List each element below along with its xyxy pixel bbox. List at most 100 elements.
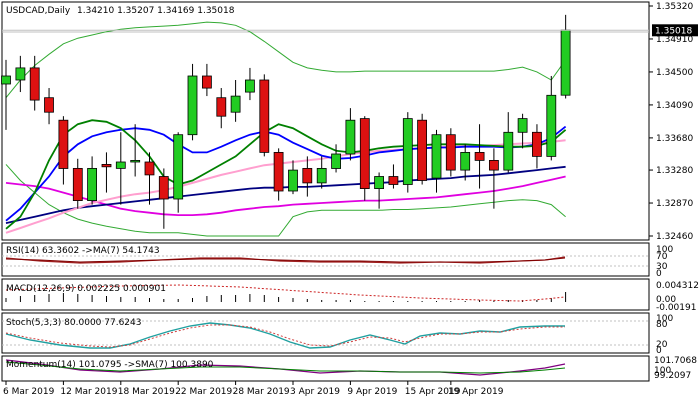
moving-average-line — [5, 119, 567, 230]
macd-bar — [34, 295, 36, 302]
moving-average-line — [5, 165, 566, 224]
candle-body — [359, 118, 370, 189]
macd-bar — [450, 301, 452, 302]
candle — [1, 59, 11, 130]
momentum-tick-max: 101.7068 — [654, 356, 697, 366]
candle — [460, 144, 471, 181]
momentum-panel[interactable]: Momentum(14) 101.0795 ->SMA(7) 100.3890 … — [1, 355, 697, 382]
macd-bar — [507, 300, 509, 302]
rsi-ma-line — [5, 257, 566, 263]
macd-bar — [120, 297, 122, 302]
candle-body — [474, 151, 485, 161]
macd-bar — [321, 300, 323, 302]
price-tick-label: 1.34090 — [656, 101, 693, 111]
macd-bar — [249, 294, 251, 302]
macd-bar — [106, 296, 107, 302]
macd-bar — [77, 294, 79, 302]
candle — [417, 113, 428, 185]
date-label: 12 Mar 2019 — [60, 387, 117, 397]
candle — [259, 74, 270, 157]
candle-body — [402, 118, 413, 185]
candle-body — [44, 97, 54, 113]
candle — [15, 55, 26, 93]
candle — [402, 112, 413, 193]
macd-bar — [91, 295, 93, 302]
candle-body — [58, 119, 69, 169]
candle — [546, 75, 557, 161]
momentum-tick-min: 99.2097 — [654, 371, 691, 381]
current-price-label: 1.35018 — [655, 26, 692, 36]
stoch-label: Stoch(5,3,3) 80.0000 77.6243 — [6, 318, 141, 328]
candle-body — [273, 151, 284, 192]
candle-body — [15, 67, 26, 81]
macd-bar — [550, 298, 552, 302]
macd-bar — [149, 298, 150, 302]
macd-bar — [62, 293, 64, 302]
stoch-panel[interactable]: Stoch(5,3,3) 80.0000 77.6243 100 80 20 0 — [1, 312, 673, 356]
price-panel[interactable]: USDCAD,Daily 1.34210 1.35207 1.34169 1.3… — [1, 1, 699, 242]
candle — [101, 152, 112, 193]
candle-body — [517, 118, 528, 133]
candle — [187, 63, 198, 141]
date-axis: 6 Mar 2019 12 Mar 2019 18 Mar 2019 22 Mar 2… — [3, 381, 504, 397]
macd-bar — [464, 301, 466, 302]
macd-bar — [5, 298, 7, 302]
rsi-tick-30: 30 — [656, 262, 668, 272]
macd-bar — [235, 295, 237, 302]
candle-body — [331, 153, 342, 169]
candle — [431, 129, 442, 193]
candle-body — [316, 167, 327, 184]
candle-body — [216, 97, 227, 117]
candle-body — [1, 75, 11, 85]
price-axis: 1.35320 1.34910 1.34500 1.34090 1.33680 1.332… — [2, 2, 693, 242]
rsi-label: RSI(14) 63.3602 ->MA(7) 54.1743 — [6, 246, 160, 256]
candle-body — [445, 134, 456, 171]
stoch-tick-20: 20 — [656, 340, 668, 350]
macd-bar — [163, 299, 165, 302]
candle — [288, 160, 298, 195]
rsi-panel[interactable]: RSI(14) 63.3602 ->MA(7) 54.1743 100 70 3… — [1, 242, 673, 279]
macd-bar — [493, 300, 495, 302]
stoch-signal-line — [5, 324, 565, 348]
rsi-tick-100: 100 — [656, 245, 673, 255]
price-tick-label: 1.34910 — [656, 35, 693, 45]
moving-averages — [5, 119, 567, 234]
candle-body — [29, 67, 40, 101]
moving-average-line — [5, 175, 566, 217]
macd-label: MACD(12,26,9) 0.002225 0.000901 — [6, 284, 166, 294]
date-label: 18 Mar 2019 — [118, 387, 175, 397]
candle-body — [503, 131, 514, 171]
macd-tick-min: -0.00191 — [656, 303, 696, 313]
stoch-tick-0: 0 — [656, 346, 662, 356]
macd-bar — [220, 295, 222, 302]
candle-body — [546, 94, 557, 157]
candle — [173, 132, 184, 213]
candle — [244, 67, 255, 101]
candle — [374, 172, 385, 209]
candle — [474, 124, 485, 189]
candle-body — [101, 163, 112, 168]
candle-body — [560, 29, 571, 96]
candle-body — [115, 161, 126, 169]
candle — [130, 124, 141, 177]
stoch-tick-80: 80 — [656, 320, 668, 330]
macd-bar — [536, 300, 538, 302]
momentum-label: Momentum(14) 101.0795 ->SMA(7) 100.3890 — [6, 360, 214, 370]
price-tick-label: 1.34500 — [656, 68, 693, 78]
macd-bar — [292, 298, 294, 302]
macd-histogram — [5, 292, 567, 302]
macd-panel[interactable]: MACD(12,26,9) 0.002225 0.000901 0.004312… — [1, 278, 699, 313]
candle — [517, 113, 528, 149]
current-price-marker — [652, 24, 698, 37]
candle — [273, 148, 284, 201]
candle-body — [158, 176, 169, 200]
date-label: 22 Mar 2019 — [175, 387, 232, 397]
candle-body — [417, 119, 428, 181]
candle — [488, 148, 499, 209]
candle — [316, 156, 327, 189]
stoch-tick-100: 100 — [656, 314, 673, 324]
candle — [44, 88, 54, 125]
ohlc-label: 1.34210 1.35207 1.34169 1.35018 — [77, 6, 235, 16]
macd-bar — [364, 301, 366, 302]
